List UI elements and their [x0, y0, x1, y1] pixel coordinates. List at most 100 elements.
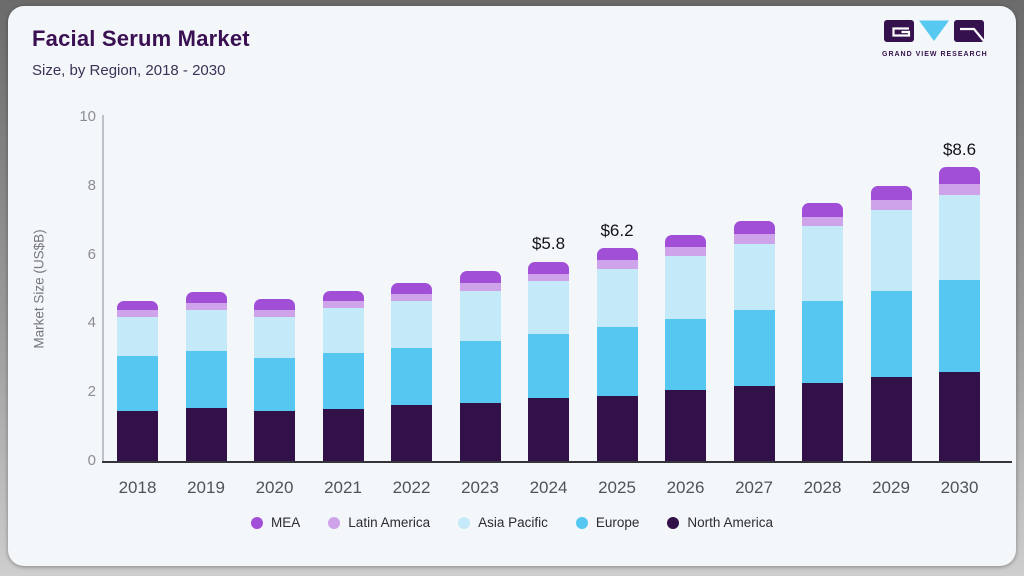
y-tick-2: 2 [87, 383, 96, 401]
bar-segment-asia-pacific [802, 226, 843, 302]
bar-segment-north-america [117, 411, 158, 461]
bar-segment-north-america [322, 409, 364, 461]
bar-segment-latin-america [733, 234, 775, 245]
legend-item-north-america: North America [667, 515, 773, 530]
legend-dot-latin-america [328, 516, 341, 529]
bar-segment-asia-pacific [939, 195, 980, 281]
x-label-2028: 2028 [803, 478, 842, 497]
bar-segment-north-america [528, 398, 569, 461]
legend: MEA Latin America Asia Pacific Europe North … [8, 515, 1016, 530]
bars-container: $5.8 $6.2 $8.6 [117, 140, 980, 461]
bar-2018 [117, 301, 158, 461]
bar-2029 [870, 186, 912, 461]
bar-segment-asia-pacific [733, 244, 775, 310]
bar-segment-latin-america [528, 273, 569, 282]
bar-segment-north-america [254, 411, 295, 461]
bar-segment-latin-america [802, 216, 843, 227]
bar-segment-mea [733, 220, 775, 235]
bar-segment-europe [459, 340, 501, 403]
bar-2020 [254, 299, 295, 461]
x-label-2021: 2021 [324, 478, 362, 497]
x-label-2018: 2018 [118, 478, 157, 497]
bar-segment-latin-america [596, 260, 638, 270]
x-label-2025: 2025 [598, 478, 636, 497]
bar-2023 [459, 271, 501, 461]
bar-segment-mea [870, 186, 912, 200]
bar-segment-latin-america [391, 294, 432, 302]
bar-segment-asia-pacific [665, 255, 706, 320]
bar-segment-asia-pacific [391, 301, 432, 348]
y-tick-8: 8 [87, 176, 96, 194]
x-axis-line [102, 461, 1012, 463]
y-tick-4: 4 [87, 314, 96, 332]
bar-2024: $5.8 [528, 234, 569, 461]
y-tick-0: 0 [87, 452, 96, 469]
legend-dot-mea [251, 516, 264, 529]
logo-g-glyph [892, 27, 911, 37]
bar-2028 [802, 203, 843, 461]
bar-segment-north-america [185, 407, 227, 461]
x-label-2027: 2027 [735, 478, 773, 497]
chart-subtitle: Size, by Region, 2018 - 2030 [32, 62, 226, 79]
bar-segment-latin-america [459, 283, 501, 291]
y-axis-title: Market Size (US$B) [31, 229, 47, 349]
bar-segment-north-america [459, 402, 501, 461]
bar-segment-latin-america [117, 309, 158, 317]
x-label-2026: 2026 [666, 478, 705, 497]
bar-segment-latin-america [939, 183, 980, 196]
bar-segment-north-america [391, 405, 432, 461]
bar-2025: $6.2 [596, 221, 638, 461]
logo-r-glyph [960, 27, 985, 42]
bar-segment-europe [528, 334, 569, 399]
x-label-2019: 2019 [187, 478, 225, 497]
bar-segment-europe [185, 350, 227, 408]
bar-segment-mea [459, 271, 501, 284]
gvr-logo-icon [884, 20, 985, 42]
bar-segment-europe [391, 347, 432, 406]
legend-dot-north-america [667, 516, 680, 529]
legend-label-north-america: North America [687, 515, 773, 530]
bar-segment-mea [185, 292, 227, 303]
bar-segment-north-america [870, 377, 912, 461]
chart-card: Facial Serum Market Size, by Region, 201… [8, 6, 1016, 566]
bar-2027 [733, 220, 775, 461]
legend-label-asia-pacific: Asia Pacific [478, 515, 548, 530]
bar-segment-asia-pacific [322, 307, 364, 353]
bar-2026 [665, 234, 706, 461]
page-title: Facial Serum Market [32, 26, 250, 51]
legend-dot-europe [575, 516, 588, 529]
logo-r-square [954, 20, 984, 42]
gvr-logo-text: GRAND VIEW RESEARCH [882, 51, 988, 58]
bar-segment-mea [391, 282, 432, 295]
legend-label-mea: MEA [271, 515, 301, 530]
bar-segment-europe [665, 319, 706, 391]
legend-label-europe: Europe [595, 515, 640, 530]
bar-segment-asia-pacific [185, 309, 227, 351]
bar-segment-europe [322, 352, 364, 410]
bar-segment-europe [870, 291, 912, 378]
bar-segment-europe [254, 357, 295, 412]
bar-segment-asia-pacific [254, 316, 295, 358]
x-label-2029: 2029 [872, 478, 910, 497]
bar-2022 [391, 282, 432, 461]
bar-segment-north-america [596, 395, 638, 461]
bar-segment-latin-america [254, 309, 295, 317]
bar-segment-mea [596, 247, 638, 261]
bar-segment-mea [802, 203, 843, 217]
bar-segment-asia-pacific [596, 269, 638, 327]
y-axis-line [102, 115, 104, 462]
legend-item-latin-america: Latin America [328, 515, 430, 530]
x-label-2030: 2030 [940, 478, 979, 497]
bar-segment-europe [596, 326, 638, 396]
legend-item-mea: MEA [251, 515, 300, 530]
y-axis-ticks: 0 2 4 6 8 10 [56, 6, 96, 566]
bar-segment-north-america [733, 386, 775, 461]
bar-segment-asia-pacific [528, 281, 569, 335]
legend-item-asia-pacific: Asia Pacific [458, 515, 548, 530]
y-tick-6: 6 [87, 245, 96, 263]
x-label-2023: 2023 [461, 478, 499, 497]
bar-segment-asia-pacific [870, 209, 912, 292]
bar-segment-europe [939, 280, 980, 372]
bar-segment-latin-america [665, 246, 706, 256]
total-label-2025: $6.2 [600, 220, 634, 240]
